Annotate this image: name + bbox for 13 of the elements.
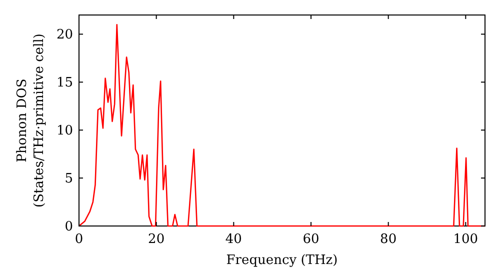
x-tick-label: 80 (380, 232, 397, 247)
x-axis-title: Frequency (THz) (226, 253, 338, 268)
y-tick-label: 15 (56, 76, 73, 91)
x-tick-label: 0 (74, 232, 84, 247)
y-tick-label: 10 (56, 124, 73, 139)
y-tick-label: 20 (56, 28, 73, 43)
x-tick-label: 40 (225, 232, 242, 247)
x-tick-label: 100 (453, 232, 478, 247)
x-tick-label: 60 (302, 232, 320, 247)
y-tick-label: 5 (64, 172, 73, 187)
x-tick-label: 20 (148, 232, 165, 247)
y-axis-title: Phonon DOS (States/THz·primitive cell) (15, 33, 47, 208)
y-tick-label: 0 (64, 220, 73, 234)
